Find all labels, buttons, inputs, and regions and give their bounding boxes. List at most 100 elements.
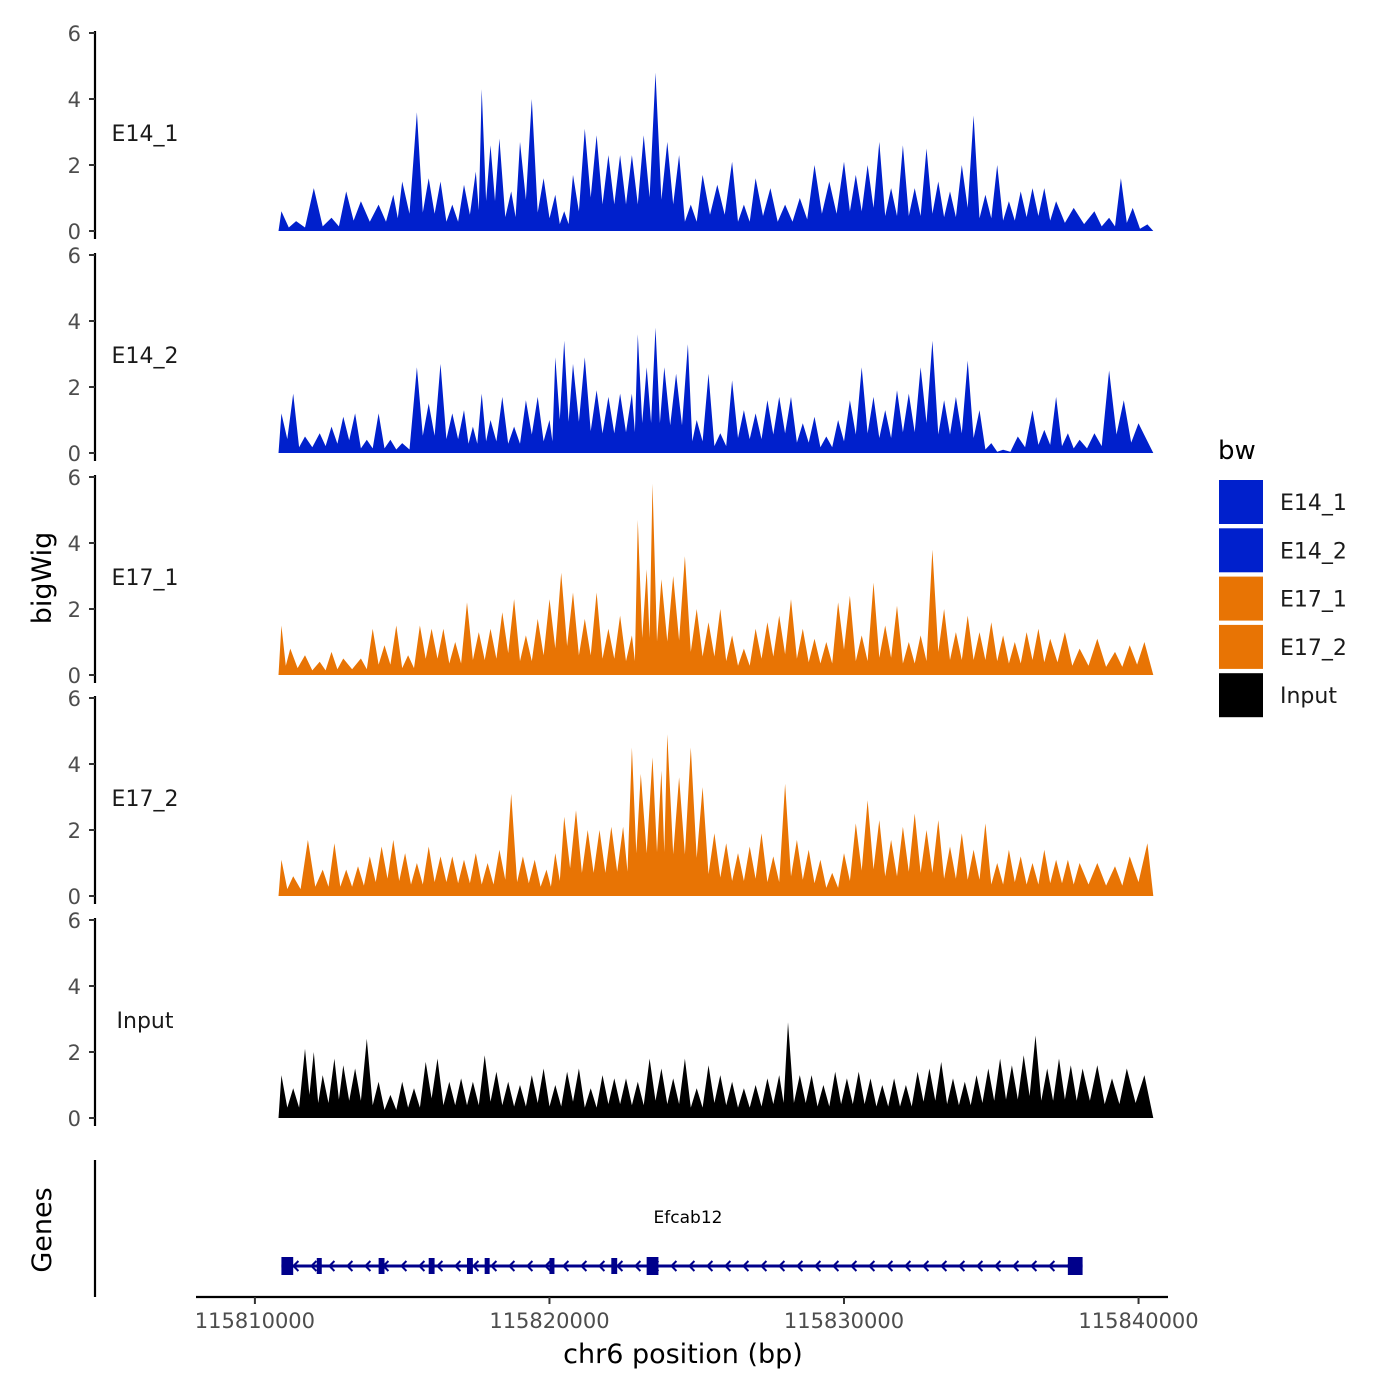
strand-arrow: [832, 1260, 840, 1272]
y-tick-label: 0: [68, 1107, 81, 1131]
x-axis: 115810000 115820000 115830000 115840000: [195, 1295, 1199, 1333]
legend-label: E14_1: [1280, 491, 1347, 516]
legend-swatch: [1219, 576, 1263, 621]
track-input: 0 2 4 6 Input: [68, 909, 1154, 1131]
strand-arrow: [1048, 1260, 1056, 1272]
y-tick-label: 4: [68, 532, 81, 556]
x-axis-title: chr6 position (bp): [563, 1339, 803, 1370]
y-tick-label: 4: [68, 310, 81, 334]
gene-exon: [611, 1258, 618, 1274]
legend-swatch: [1219, 480, 1263, 524]
gene-exon: [378, 1258, 385, 1274]
strand-arrow: [1030, 1260, 1038, 1272]
strand-arrow: [292, 1260, 300, 1272]
gene-name-label: Efcab12: [654, 1208, 723, 1228]
strand-arrow: [364, 1260, 372, 1272]
strand-arrow: [850, 1260, 858, 1272]
strand-arrow: [976, 1260, 984, 1272]
strand-arrow: [940, 1260, 948, 1272]
strand-arrow: [400, 1260, 408, 1272]
gene-exon: [428, 1258, 435, 1274]
gene-exon: [484, 1258, 490, 1274]
y-tick-label: 2: [68, 598, 81, 622]
strand-arrow: [868, 1260, 876, 1272]
strand-arrow: [904, 1260, 912, 1272]
strand-arrow: [310, 1260, 318, 1272]
strand-arrow: [490, 1260, 498, 1272]
strand-arrow: [994, 1260, 1002, 1272]
strand-arrow: [580, 1260, 588, 1272]
strand-arrow: [544, 1260, 552, 1272]
genes-track: Genes Efcab12: [27, 1160, 1083, 1297]
x-tick-label: 115830000: [784, 1309, 904, 1333]
y-tick-label: 0: [68, 442, 81, 466]
track-label: E17_2: [112, 787, 179, 812]
strand-arrow: [436, 1260, 444, 1272]
y-tick-label: 2: [68, 154, 81, 178]
strand-arrow: [526, 1260, 534, 1272]
strand-arrow: [418, 1260, 426, 1272]
gene-exon: [1067, 1257, 1083, 1275]
y-tick-label: 6: [68, 22, 81, 46]
y-tick-label: 4: [68, 975, 81, 999]
strand-arrow: [922, 1260, 930, 1272]
genes-track-title: Genes: [27, 1187, 58, 1272]
strand-arrow: [454, 1260, 462, 1272]
strand-arrow: [562, 1260, 570, 1272]
x-tick-label: 115840000: [1078, 1309, 1198, 1333]
strand-arrow: [598, 1260, 606, 1272]
gene-exon: [549, 1258, 555, 1274]
gene-exon: [281, 1257, 294, 1275]
strand-arrow: [634, 1260, 642, 1272]
strand-arrow: [814, 1260, 822, 1272]
track-e14-2: 0 2 4 6 E14_2: [68, 244, 1154, 466]
y-tick-label: 6: [68, 687, 81, 711]
y-tick-label: 0: [68, 220, 81, 244]
y-axis-title: bigWig: [27, 532, 58, 625]
tracks-layer: 0 2 4 6 E14_1 0 2 4 6 E14_2 0 2 4 6 E17_1 0 2 4 6 E17_2 0 2 4 6…: [68, 22, 1154, 1131]
y-tick-label: 6: [68, 466, 81, 490]
legend-swatch: [1219, 528, 1263, 573]
track-label: Input: [117, 1009, 174, 1034]
strand-arrow: [958, 1260, 966, 1272]
coverage-area: [278, 72, 1154, 231]
strand-arrow: [670, 1260, 678, 1272]
track-e17-1: 0 2 4 6 E17_1: [68, 466, 1154, 688]
track-e14-1: 0 2 4 6 E14_1: [68, 22, 1154, 244]
legend-label: E17_1: [1280, 588, 1347, 613]
coverage-area: [278, 483, 1154, 675]
strand-arrow: [760, 1260, 768, 1272]
strand-arrow: [1012, 1260, 1020, 1272]
y-tick-label: 2: [68, 819, 81, 843]
coverage-area: [278, 327, 1154, 453]
legend-label: Input: [1280, 684, 1337, 709]
legend-label: E17_2: [1280, 636, 1347, 661]
strand-arrow: [796, 1260, 804, 1272]
strand-arrow: [742, 1260, 750, 1272]
strand-arrow: [616, 1260, 624, 1272]
y-tick-label: 2: [68, 1041, 81, 1065]
coverage-area: [278, 1022, 1154, 1118]
coverage-area: [278, 734, 1154, 896]
strand-arrow: [472, 1260, 480, 1272]
y-tick-label: 4: [68, 88, 81, 112]
strand-arrow: [346, 1260, 354, 1272]
gene-exon: [316, 1258, 322, 1274]
gene-exon: [646, 1257, 659, 1275]
legend-label: E14_2: [1280, 539, 1347, 564]
strand-arrow: [508, 1260, 516, 1272]
gene-exon: [466, 1258, 473, 1274]
track-label: E14_1: [112, 122, 179, 147]
x-tick-label: 115820000: [489, 1309, 609, 1333]
y-tick-label: 6: [68, 244, 81, 268]
y-tick-label: 6: [68, 909, 81, 933]
x-tick-label: 115810000: [195, 1309, 315, 1333]
track-label: E17_1: [112, 566, 179, 591]
strand-arrow: [778, 1260, 786, 1272]
strand-arrow: [706, 1260, 714, 1272]
y-tick-label: 2: [68, 376, 81, 400]
strand-arrow: [328, 1260, 336, 1272]
y-tick-label: 0: [68, 664, 81, 688]
track-label: E14_2: [112, 344, 179, 369]
